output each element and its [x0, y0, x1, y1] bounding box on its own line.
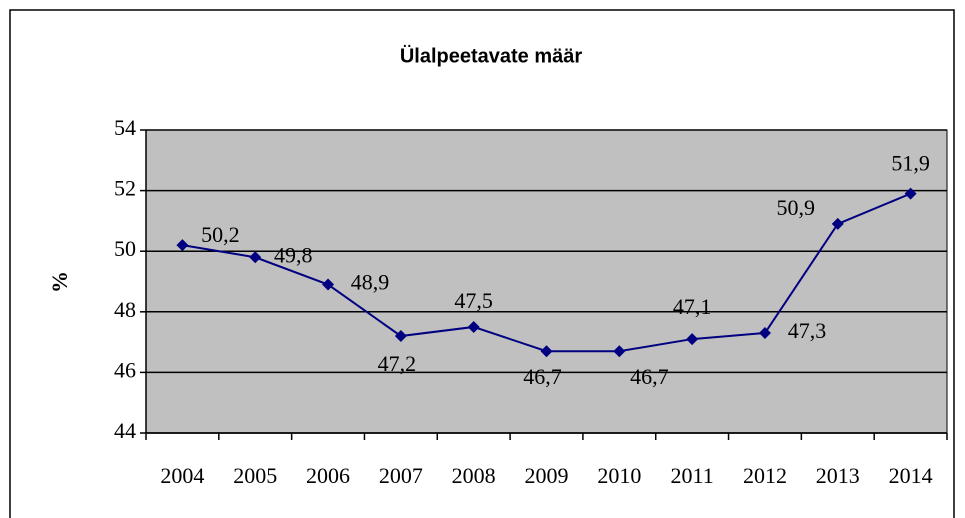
x-tick-label: 2010 [597, 463, 641, 488]
data-point [758, 327, 771, 340]
data-point [322, 278, 335, 291]
data-label: 50,9 [777, 195, 816, 220]
x-tick-label: 2014 [889, 463, 933, 488]
data-point [613, 345, 626, 358]
data-point [176, 239, 189, 252]
y-tick-label: 46 [114, 357, 136, 382]
x-tick-label: 2013 [816, 463, 860, 488]
y-tick-label: 50 [114, 236, 136, 261]
chart-title: Ülalpeetavate määr [400, 44, 583, 67]
x-tick-label: 2009 [525, 463, 569, 488]
data-label: 47,2 [378, 351, 417, 376]
x-tick-label: 2012 [743, 463, 787, 488]
data-point [540, 345, 553, 358]
y-tick-label: 44 [114, 418, 136, 443]
data-label: 48,9 [351, 270, 390, 295]
data-label: 49,8 [274, 242, 313, 267]
data-label: 51,9 [891, 151, 930, 176]
data-label: 47,5 [454, 288, 493, 313]
data-label: 47,3 [788, 318, 827, 343]
x-tick-label: 2007 [379, 463, 423, 488]
x-tick-label: 2008 [452, 463, 496, 488]
data-point [467, 320, 480, 333]
data-point [686, 333, 699, 346]
chart-border [9, 9, 955, 518]
data-label: 46,7 [630, 364, 669, 389]
data-point [904, 187, 917, 200]
data-point [249, 251, 262, 264]
x-tick-label: 2005 [233, 463, 277, 488]
data-label: 50,2 [201, 222, 240, 247]
x-tick-label: 2004 [160, 463, 204, 488]
data-label: 46,7 [523, 364, 562, 389]
y-tick-label: 52 [114, 176, 136, 201]
x-tick-label: 2011 [671, 463, 714, 488]
data-point [394, 330, 407, 343]
x-tick-label: 2006 [306, 463, 350, 488]
data-point [831, 217, 844, 230]
y-tick-label: 54 [114, 115, 136, 140]
data-label: 47,1 [673, 294, 712, 319]
y-axis-label: % [47, 271, 72, 293]
y-tick-label: 48 [114, 297, 136, 322]
